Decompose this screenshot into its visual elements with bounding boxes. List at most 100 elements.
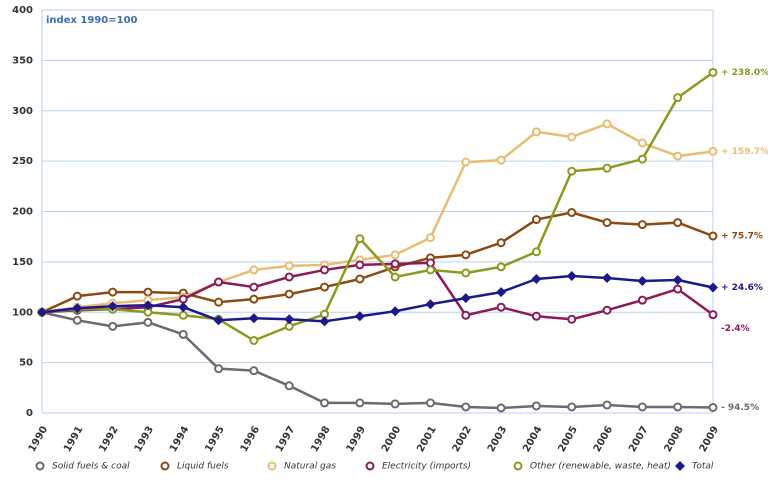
x-tick-label: 1992 [97,424,120,454]
marker [213,315,224,326]
marker [566,270,577,281]
marker [248,313,259,324]
marker [214,277,224,287]
marker [390,259,400,269]
legend-label: Electricity (imports) [382,462,471,472]
x-tick-label: 2004 [521,424,544,454]
end-label: - 94.5% [721,403,759,413]
marker [390,306,401,317]
legend-marker [513,461,523,471]
marker [673,402,683,412]
index-note: index 1990=100 [46,15,138,26]
series-line [41,211,714,314]
x-tick-label: 1996 [239,424,262,454]
legend-marker [267,461,277,471]
marker [37,307,47,318]
y-tick-label: 200 [12,207,33,218]
x-tick-label: 1990 [27,424,50,454]
end-label: + 75.7% [721,231,763,241]
x-tick-label: 1994 [168,424,191,454]
marker [567,402,577,412]
marker [249,282,259,292]
marker [602,218,612,228]
y-tick-label: 300 [12,106,33,117]
y-tick-label: 250 [12,156,33,167]
marker [531,274,542,285]
marker [602,400,612,410]
marker [249,265,259,275]
marker [214,297,224,307]
marker [708,146,718,156]
series-line [41,71,714,342]
marker [249,335,259,345]
x-tick-label: 2000 [380,424,403,454]
x-tick-label: 2001 [415,424,438,454]
marker [72,315,82,325]
marker [284,272,294,282]
legend-marker [365,461,375,471]
marker [319,316,330,327]
marker [390,250,400,260]
marker [637,138,647,148]
marker [178,302,189,313]
x-tick-label: 2007 [627,424,650,454]
x-tick-label: 2003 [486,424,509,454]
end-label: -2.4% [721,324,750,334]
marker [496,262,506,272]
series-line [41,122,714,314]
marker [461,402,471,412]
x-tick-label: 2005 [556,424,579,454]
marker [567,208,577,218]
marker [637,220,647,230]
marker [496,155,506,165]
legend-marker [160,461,170,471]
marker [531,311,541,321]
y-tick-label: 0 [26,408,33,419]
marker [461,268,471,278]
legend-label: Liquid fuels [177,462,229,472]
marker [108,287,118,297]
marker [567,314,577,324]
marker [390,399,400,409]
marker [284,381,294,391]
marker [108,321,118,331]
legend-marker [35,461,45,471]
marker [72,303,83,314]
legend-label: Natural gas [284,462,336,472]
marker [602,119,612,129]
marker [672,275,683,286]
series-line [41,311,714,410]
marker [143,287,153,297]
marker [567,132,577,142]
marker [637,295,647,305]
y-tick-label: 400 [12,5,33,16]
marker [602,163,612,173]
marker [390,272,400,282]
x-tick-label: 1997 [274,424,297,454]
marker [708,402,718,412]
marker [320,282,330,292]
end-label: + 24.6% [721,283,763,293]
x-tick-label: 2009 [698,424,721,454]
y-tick-label: 150 [12,257,33,268]
x-tick-label: 1995 [203,424,226,454]
marker [496,302,506,312]
marker [284,289,294,299]
legend-marker [675,461,685,471]
legend-label: Other (renewable, waste, heat) [530,462,671,472]
marker [354,311,365,322]
marker [460,293,471,304]
marker [531,247,541,257]
marker [425,258,435,268]
marker [708,282,718,293]
marker [320,265,330,275]
marker [602,305,612,315]
marker [602,272,613,283]
marker [461,250,471,260]
marker [249,366,259,376]
x-tick-label: 2002 [451,424,474,454]
x-tick-label: 1999 [345,424,368,454]
marker [496,403,506,413]
marker [708,231,718,241]
marker [425,265,435,275]
